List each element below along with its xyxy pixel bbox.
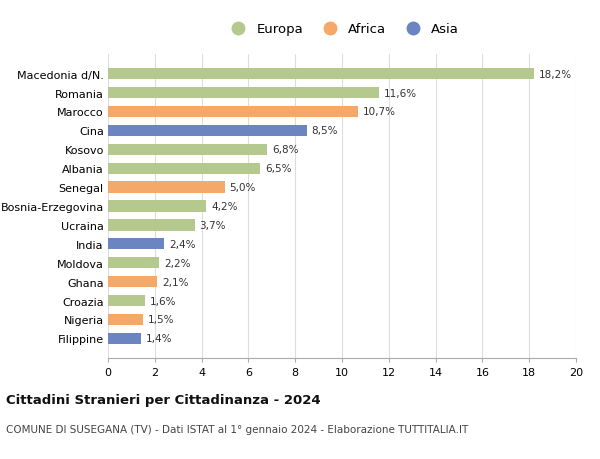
- Bar: [108, 69, 534, 80]
- Bar: [108, 182, 225, 193]
- Text: 2,2%: 2,2%: [164, 258, 191, 268]
- Bar: [108, 88, 379, 99]
- Text: 10,7%: 10,7%: [363, 107, 396, 117]
- Text: 8,5%: 8,5%: [311, 126, 338, 136]
- Text: 6,8%: 6,8%: [272, 145, 298, 155]
- Text: 2,4%: 2,4%: [169, 239, 196, 249]
- Bar: [108, 295, 145, 307]
- Text: COMUNE DI SUSEGANA (TV) - Dati ISTAT al 1° gennaio 2024 - Elaborazione TUTTITALI: COMUNE DI SUSEGANA (TV) - Dati ISTAT al …: [6, 424, 468, 434]
- Text: 6,5%: 6,5%: [265, 164, 291, 174]
- Text: 18,2%: 18,2%: [539, 69, 572, 79]
- Bar: [108, 333, 141, 344]
- Text: 2,1%: 2,1%: [162, 277, 188, 287]
- Bar: [108, 144, 267, 156]
- Text: 1,5%: 1,5%: [148, 315, 174, 325]
- Legend: Europa, Africa, Asia: Europa, Africa, Asia: [221, 19, 463, 40]
- Bar: [108, 125, 307, 137]
- Bar: [108, 239, 164, 250]
- Text: 1,6%: 1,6%: [150, 296, 176, 306]
- Bar: [108, 314, 143, 325]
- Bar: [108, 257, 160, 269]
- Bar: [108, 276, 157, 288]
- Bar: [108, 201, 206, 212]
- Text: 5,0%: 5,0%: [230, 183, 256, 193]
- Text: 3,7%: 3,7%: [199, 220, 226, 230]
- Text: 1,4%: 1,4%: [145, 334, 172, 344]
- Text: 11,6%: 11,6%: [384, 89, 417, 98]
- Bar: [108, 106, 358, 118]
- Text: 4,2%: 4,2%: [211, 202, 238, 212]
- Bar: [108, 163, 260, 174]
- Bar: [108, 220, 194, 231]
- Text: Cittadini Stranieri per Cittadinanza - 2024: Cittadini Stranieri per Cittadinanza - 2…: [6, 393, 320, 406]
